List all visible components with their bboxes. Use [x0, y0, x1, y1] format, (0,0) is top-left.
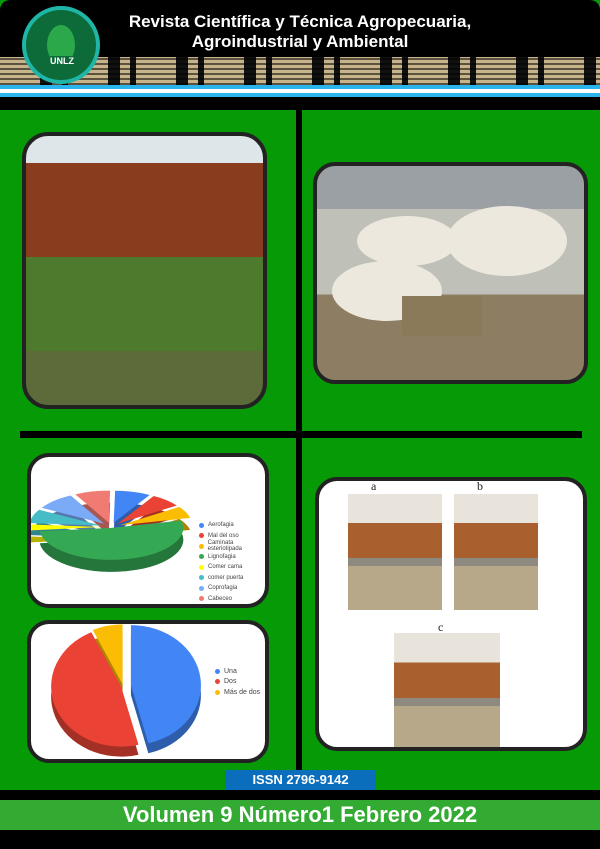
legend-label: Coprofagia — [208, 585, 238, 592]
legend-label: Más de dos — [224, 688, 261, 696]
legend-swatch — [199, 596, 204, 602]
photo-label-a: a — [371, 479, 377, 493]
legend-label: Comer cama — [208, 564, 243, 571]
legend-swatch — [199, 522, 204, 528]
legend-item: Coprofagia — [199, 583, 265, 594]
horizontal-divider — [20, 431, 582, 438]
legend-label: Mal del oso — [208, 532, 239, 539]
pie-slice-comer-puerta — [31, 509, 102, 526]
title-line-2: Agroindustrial y Ambiental — [191, 32, 409, 51]
photo-label-c: c — [438, 620, 444, 634]
pie-slice-comer-cama — [31, 524, 102, 531]
issn-badge: ISSN 2796-9142 — [225, 770, 376, 790]
legend-swatch — [215, 668, 220, 674]
pie-chart-svg — [51, 624, 201, 757]
legend-item: Mal del oso — [199, 531, 265, 542]
horse-photo-c — [394, 633, 500, 747]
journal-title: Revista Científica y Técnica Agropecuari… — [120, 12, 480, 52]
legend-item: Dos — [215, 677, 260, 688]
pie-slice-mal-del-oso — [117, 495, 177, 524]
pie-slice-coprofagia — [41, 495, 105, 524]
legend-item: comer puerta — [199, 573, 265, 584]
pie-slice-aerofagia — [113, 490, 150, 523]
university-logo: UNLZ — [22, 6, 100, 84]
legend-item: Lignofagia — [199, 552, 265, 563]
legend: Aerofagia Mal del oso Caminata esteriotipa… — [199, 520, 265, 604]
pie-chart-svg — [31, 490, 191, 572]
legend-item: Cabeceo — [199, 594, 265, 605]
pie-slice-caminata-esteriotipada — [120, 506, 191, 526]
title-line-1: Revista Científica y Técnica Agropecuari… — [128, 12, 472, 31]
pie-slice-una — [130, 625, 201, 744]
pie-slice-más-de-dos — [92, 624, 123, 685]
legend-label: Cabeceo — [208, 595, 233, 602]
legend-label: Dos — [224, 678, 237, 686]
legend: Una Dos Más de dos — [215, 666, 260, 698]
pie-chart-counts: Una Dos Más de dos — [27, 620, 269, 763]
sorghum-field-photo — [22, 132, 267, 409]
pie-chart-behaviors: Aerofagia Mal del oso Caminata esteriotipa… — [27, 453, 269, 608]
vertical-divider — [296, 110, 302, 790]
legend-label: comer puerta — [208, 574, 244, 581]
legend-swatch — [199, 543, 204, 549]
legend-swatch — [199, 575, 204, 581]
flag-stripes — [0, 85, 600, 97]
legend-label: Una — [224, 667, 237, 675]
logo-mark: UNLZ — [50, 56, 74, 66]
legend-label: Lignofagia — [208, 553, 236, 560]
legend-item: Aerofagia — [199, 520, 265, 531]
legend-label: Caminata esteriotipada — [207, 540, 242, 553]
legend-swatch — [199, 564, 204, 570]
legend-swatch — [215, 679, 220, 685]
issue-info: Volumen 9 Número1 Febrero 2022 — [0, 800, 600, 830]
footer-band-top — [0, 790, 600, 800]
legend-item: Una — [215, 666, 260, 677]
woven-pattern-banner — [0, 57, 600, 85]
legend-swatch — [215, 689, 220, 695]
pie-slice-dos — [51, 632, 139, 747]
legend-label: Aerofagia — [208, 522, 234, 529]
pie-slice-cabeceo — [75, 490, 111, 523]
sheep-feeding-photo — [313, 162, 588, 384]
horse-photo-panel: a b c — [315, 477, 587, 751]
legend-swatch — [199, 585, 204, 591]
legend-swatch — [199, 554, 204, 560]
horse-photo-b — [454, 494, 538, 610]
legend-item: Caminata esteriotipada — [199, 540, 265, 553]
horse-photo-a — [348, 494, 442, 610]
legend-swatch — [199, 533, 204, 539]
footer-band-bottom — [0, 830, 600, 849]
legend-item: Comer cama — [199, 562, 265, 573]
pie-slice-lignofagia — [39, 520, 184, 560]
photo-label-b: b — [477, 479, 483, 493]
legend-item: Más de dos — [215, 687, 260, 698]
